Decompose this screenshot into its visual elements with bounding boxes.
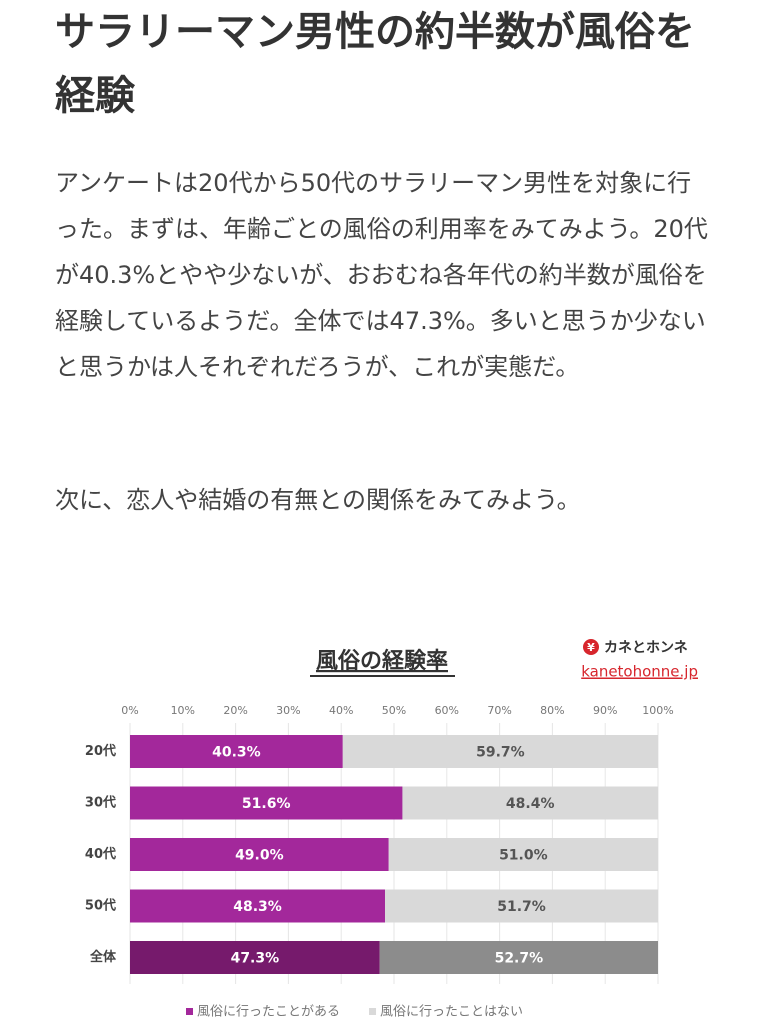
y-tick-label: 40代	[85, 846, 116, 862]
data-label: 49.0%	[235, 848, 284, 864]
legend-label: 風俗に行ったことはない	[380, 1005, 523, 1020]
logo-icon	[583, 639, 599, 655]
x-tick-label: 50%	[382, 704, 406, 717]
bar-segment	[130, 889, 386, 923]
bar-segment	[130, 786, 403, 820]
logo-mark: ¥	[587, 641, 595, 654]
x-tick-label: 0%	[121, 704, 138, 717]
x-tick-label: 70%	[487, 704, 511, 717]
chart: 風俗の経験率 ¥ カネとホンネ kanetohonne.jp 0% 10% 20% 3…	[85, 639, 698, 1020]
data-label: 48.4%	[506, 796, 555, 812]
logo-name: カネとホンネ	[604, 640, 688, 656]
x-tick-label: 80%	[540, 704, 564, 717]
y-tick-label: 30代	[85, 795, 116, 811]
bar-segment	[130, 735, 343, 768]
data-label: 48.3%	[233, 899, 282, 915]
legend-swatch	[186, 1008, 193, 1015]
x-tick-label: 30%	[276, 704, 300, 717]
y-tick-label: 50代	[85, 898, 116, 914]
x-tick-label: 20%	[223, 704, 247, 717]
data-label: 52.7%	[495, 951, 544, 967]
x-tick-label: 60%	[435, 704, 459, 717]
legend-swatch	[369, 1008, 377, 1015]
paragraph: 次に、恋人や結婚の有無との関係をみてみよう。	[55, 486, 581, 514]
x-tick-label: 100%	[642, 704, 673, 717]
data-label: 51.0%	[499, 848, 548, 864]
source-url: kanetohonne.jp	[581, 663, 698, 681]
data-label: 51.7%	[497, 899, 546, 915]
x-tick-label: 10%	[171, 704, 195, 717]
data-label: 40.3%	[212, 745, 261, 761]
article-title: サラリーマン男性の約半数が風俗を経験	[55, 9, 695, 119]
data-label: 59.7%	[476, 745, 525, 761]
x-tick-label: 40%	[329, 704, 353, 717]
x-tick-label: 90%	[593, 704, 617, 717]
paragraph: アンケートは20代から50代のサラリーマン男性を対象に行った。まずは、年齢ごとの…	[55, 169, 708, 381]
chart-title: 風俗の経験率	[316, 648, 448, 674]
data-label: 51.6%	[242, 796, 291, 812]
y-tick-label: 全体	[90, 949, 117, 965]
bar-segment	[385, 889, 658, 923]
bar-segment	[388, 838, 658, 871]
bar-segment	[130, 838, 389, 871]
bar-segment	[342, 735, 658, 768]
legend-label: 風俗に行ったことがある	[197, 1005, 340, 1020]
data-label: 47.3%	[231, 951, 280, 967]
y-tick-label: 20代	[85, 743, 116, 759]
bar-segment	[130, 941, 380, 974]
bar-segment	[379, 941, 658, 974]
bar-segment	[402, 786, 658, 820]
